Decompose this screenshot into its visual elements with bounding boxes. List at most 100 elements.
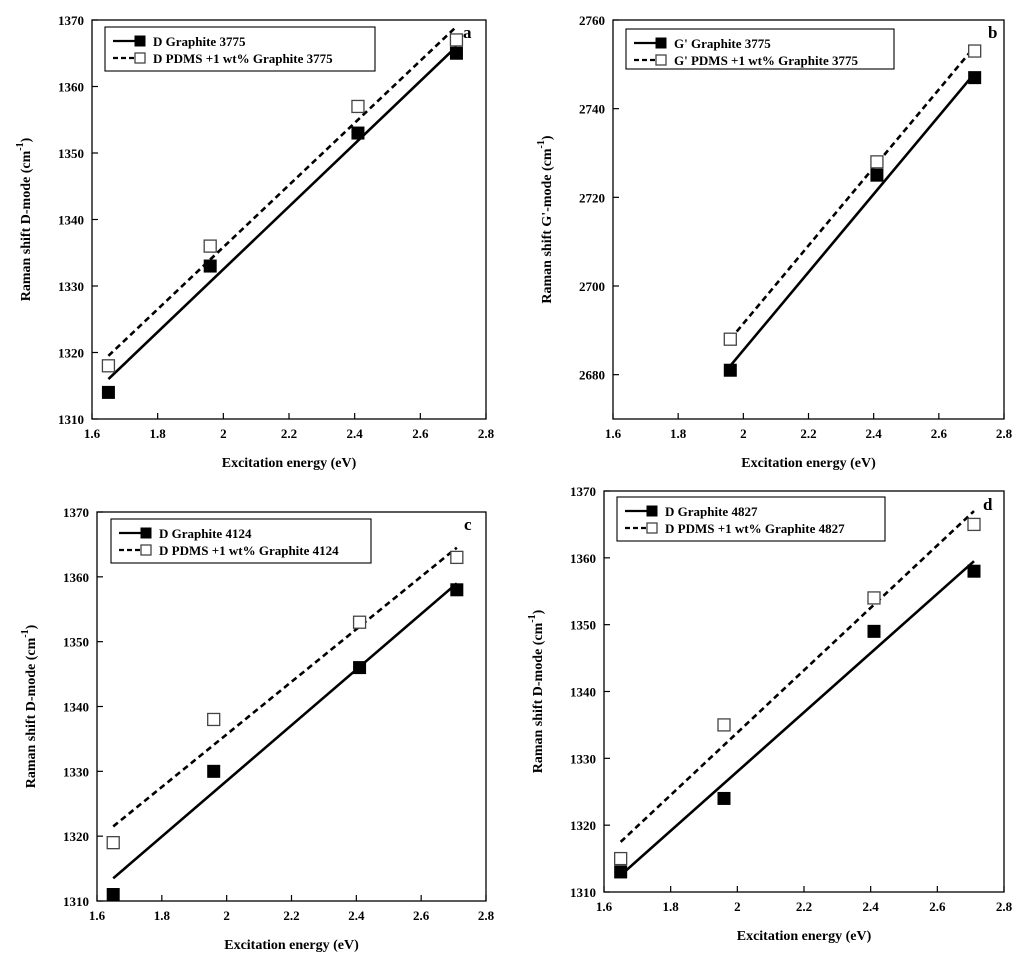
plot-frame (603, 490, 1005, 893)
fit-line (107, 45, 458, 381)
y-tick-label: 1340 (570, 685, 596, 700)
x-tick-label: 2.2 (800, 426, 816, 441)
data-point (449, 33, 464, 47)
y-axis-title-end: ) (24, 624, 39, 629)
data-point (870, 168, 884, 182)
y-axis-title-main: Raman shift D-mode (cm (531, 622, 546, 773)
x-tick-label: 2 (734, 899, 741, 914)
x-axis-title: Excitation energy (eV) (737, 929, 872, 944)
y-tick-label: 1370 (570, 484, 596, 499)
legend-marker (646, 522, 658, 534)
panel-letter: d (983, 495, 993, 514)
legend: D Graphite 3775 D PDMS +1 wt% Graphite 37… (104, 26, 376, 72)
data-point (717, 718, 731, 732)
data-point (870, 155, 884, 169)
data-point (106, 836, 120, 850)
series-dashed (101, 25, 464, 373)
fit-line (112, 546, 458, 828)
x-tick-label: 2.4 (348, 908, 365, 923)
x-tick-label: 2.8 (478, 426, 495, 441)
y-axis-title-end: ) (540, 135, 555, 140)
y-tick-label: 1360 (58, 80, 84, 95)
y-axis-title-superscript: -1 (527, 614, 538, 622)
data-point (867, 591, 881, 605)
legend-marker (655, 54, 667, 66)
y-tick-label: 1320 (570, 818, 596, 833)
fit-line (112, 582, 458, 880)
legend-label: D Graphite 4124 (159, 526, 252, 541)
fit-line (107, 25, 458, 357)
legend-marker (134, 35, 146, 47)
y-tick-label: 2700 (579, 279, 605, 294)
data-point (450, 583, 464, 597)
legend: D Graphite 4124 D PDMS +1 wt% Graphite 41… (110, 518, 372, 564)
y-tick-label: 1370 (58, 13, 84, 28)
x-tick-label: 2.4 (866, 426, 883, 441)
x-tick-label: 1.6 (596, 899, 613, 914)
panel-c: 1.6 1.8 2 2.2 2.4 2.6 2.8 1310 1320 1330 1340 1350 1… (20, 505, 495, 953)
x-tick-label: 2 (223, 908, 230, 923)
data-point (352, 615, 367, 629)
series-solid (614, 560, 981, 879)
legend-label: D Graphite 4827 (665, 504, 758, 519)
x-axis-title: Excitation energy (eV) (222, 456, 357, 471)
legend-label: D Graphite 3775 (153, 34, 246, 49)
panel-a: 1.6 1.8 2 2.2 2.4 2.6 2.8 1310 1320 1330 1340 1350 1… (15, 13, 495, 471)
panel-letter: a (463, 23, 472, 42)
data-point (614, 865, 628, 879)
y-tick-label: 1330 (63, 764, 89, 779)
y-tick-label: 2740 (579, 102, 605, 117)
legend-marker (655, 37, 667, 49)
x-axis-title: Excitation energy (eV) (224, 938, 359, 953)
data-point (101, 385, 115, 399)
plot-frame (612, 19, 1005, 420)
legend-label: G' Graphite 3775 (674, 36, 771, 51)
data-point (351, 126, 365, 140)
legend-marker (134, 52, 146, 64)
legend-label: D PDMS +1 wt% Graphite 3775 (153, 51, 333, 66)
x-tick-label: 2.2 (281, 426, 297, 441)
data-point (867, 624, 881, 638)
data-point (203, 239, 217, 253)
series-solid (106, 582, 464, 902)
data-point (450, 550, 464, 565)
x-tick-label: 2 (220, 426, 227, 441)
y-tick-label: 1350 (63, 635, 89, 650)
y-axis-title: Raman shift G'-mode (cm-1) (536, 135, 555, 304)
x-tick-label: 2.6 (929, 899, 946, 914)
data-point (723, 363, 737, 377)
legend-marker (140, 527, 152, 539)
y-axis-title-superscript: -1 (15, 142, 26, 150)
x-axis-title: Excitation energy (eV) (741, 456, 876, 471)
x-tick-label: 1.8 (670, 426, 687, 441)
legend-box (625, 28, 895, 70)
series-dashed (723, 44, 982, 346)
data-point (353, 661, 367, 675)
data-point (207, 764, 221, 778)
x-tick-label: 2.4 (863, 899, 880, 914)
data-point (967, 517, 981, 532)
legend-marker (140, 544, 152, 556)
legend-label: D PDMS +1 wt% Graphite 4827 (665, 521, 845, 536)
x-tick-label: 1.8 (154, 908, 171, 923)
data-point (968, 71, 982, 85)
legend: G' Graphite 3775 G' PDMS +1 wt% Graphite … (625, 28, 895, 70)
y-axis-title-main: Raman shift G'-mode (cm (540, 148, 555, 303)
y-tick-label: 2760 (579, 13, 605, 28)
legend-box (110, 518, 372, 564)
y-axis-title: Raman shift D-mode (cm-1) (15, 137, 34, 301)
y-axis-title-end: ) (19, 137, 34, 142)
panel-d: 1.6 1.8 2 2.2 2.4 2.6 2.8 1310 1320 1330 1340 1350 1… (527, 484, 1013, 944)
data-point (723, 332, 737, 346)
data-point (449, 46, 463, 60)
y-tick-label: 1340 (58, 213, 84, 228)
legend-box (616, 496, 886, 542)
y-tick-label: 1350 (58, 146, 84, 161)
panel-letter: c (464, 515, 472, 534)
series-dashed (106, 546, 464, 850)
y-axis-title-superscript: -1 (536, 140, 547, 148)
x-tick-label: 2.8 (996, 426, 1013, 441)
legend-box (104, 26, 376, 72)
panel-letter: b (988, 23, 997, 42)
fit-line (619, 560, 975, 877)
